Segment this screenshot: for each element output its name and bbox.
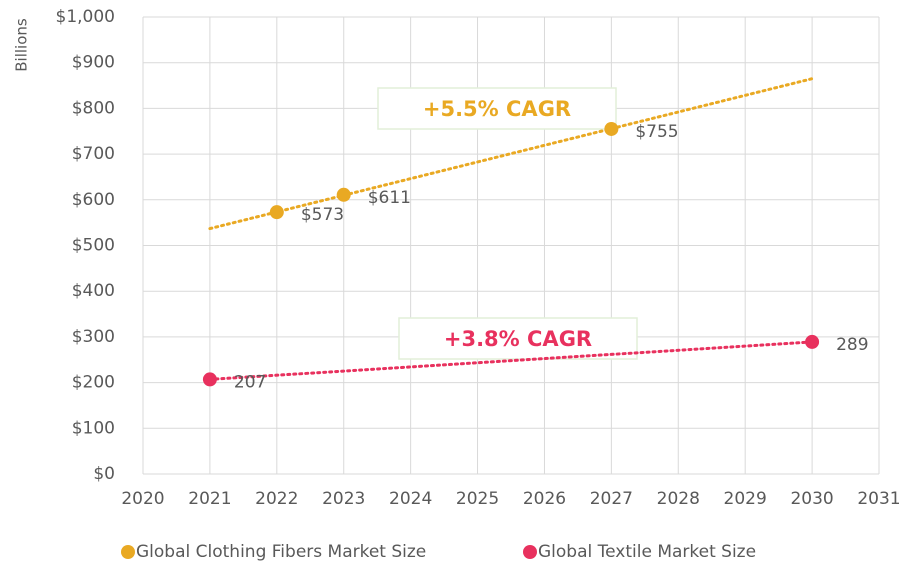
y-tick-label: $900 — [72, 53, 115, 73]
point — [269, 205, 284, 220]
data-label: 207 — [234, 372, 266, 392]
y-tick-label: $300 — [72, 327, 115, 347]
legend-marker — [121, 545, 135, 559]
y-tick-label: $500 — [72, 236, 115, 256]
annotation: +3.8% CAGR — [444, 327, 592, 351]
x-tick-label: 2024 — [389, 489, 432, 509]
y-tick-label: $1,000 — [56, 7, 115, 27]
x-tick-label: 2029 — [724, 489, 767, 509]
y-tick-label: $800 — [72, 98, 115, 118]
y-tick-label: $0 — [93, 464, 115, 484]
x-tick-label: 2027 — [590, 489, 633, 509]
data-label: $573 — [301, 205, 344, 225]
x-tick-label: 2020 — [121, 489, 164, 509]
y-axis-label: Billions — [13, 18, 31, 72]
point — [336, 187, 351, 202]
trendline — [208, 340, 814, 381]
legend-marker — [523, 545, 537, 559]
data-label: $755 — [635, 122, 678, 142]
x-tick-label: 2028 — [657, 489, 700, 509]
point — [604, 121, 619, 136]
x-tick-label: 2023 — [322, 489, 365, 509]
legend-label: Global Textile Market Size — [538, 542, 756, 562]
legend-label: Global Clothing Fibers Market Size — [136, 542, 426, 562]
point — [202, 372, 217, 387]
x-tick-label: 2030 — [790, 489, 833, 509]
annotation: +5.5% CAGR — [423, 97, 571, 121]
x-tick-label: 2026 — [523, 489, 566, 509]
x-tick-label: 2021 — [188, 489, 231, 509]
trendline — [208, 77, 814, 231]
x-tick-label: 2025 — [456, 489, 499, 509]
y-tick-label: $600 — [72, 190, 115, 210]
x-tick-label: 2022 — [255, 489, 298, 509]
y-tick-label: $200 — [72, 373, 115, 393]
y-tick-label: $100 — [72, 418, 115, 438]
annotation-box — [377, 87, 617, 130]
x-tick-label: 2031 — [857, 489, 900, 509]
data-label: 289 — [836, 335, 868, 355]
point — [805, 334, 820, 349]
y-tick-label: $700 — [72, 144, 115, 164]
y-tick-label: $400 — [72, 281, 115, 301]
data-label: $611 — [368, 188, 411, 208]
annotation-box — [398, 317, 638, 360]
